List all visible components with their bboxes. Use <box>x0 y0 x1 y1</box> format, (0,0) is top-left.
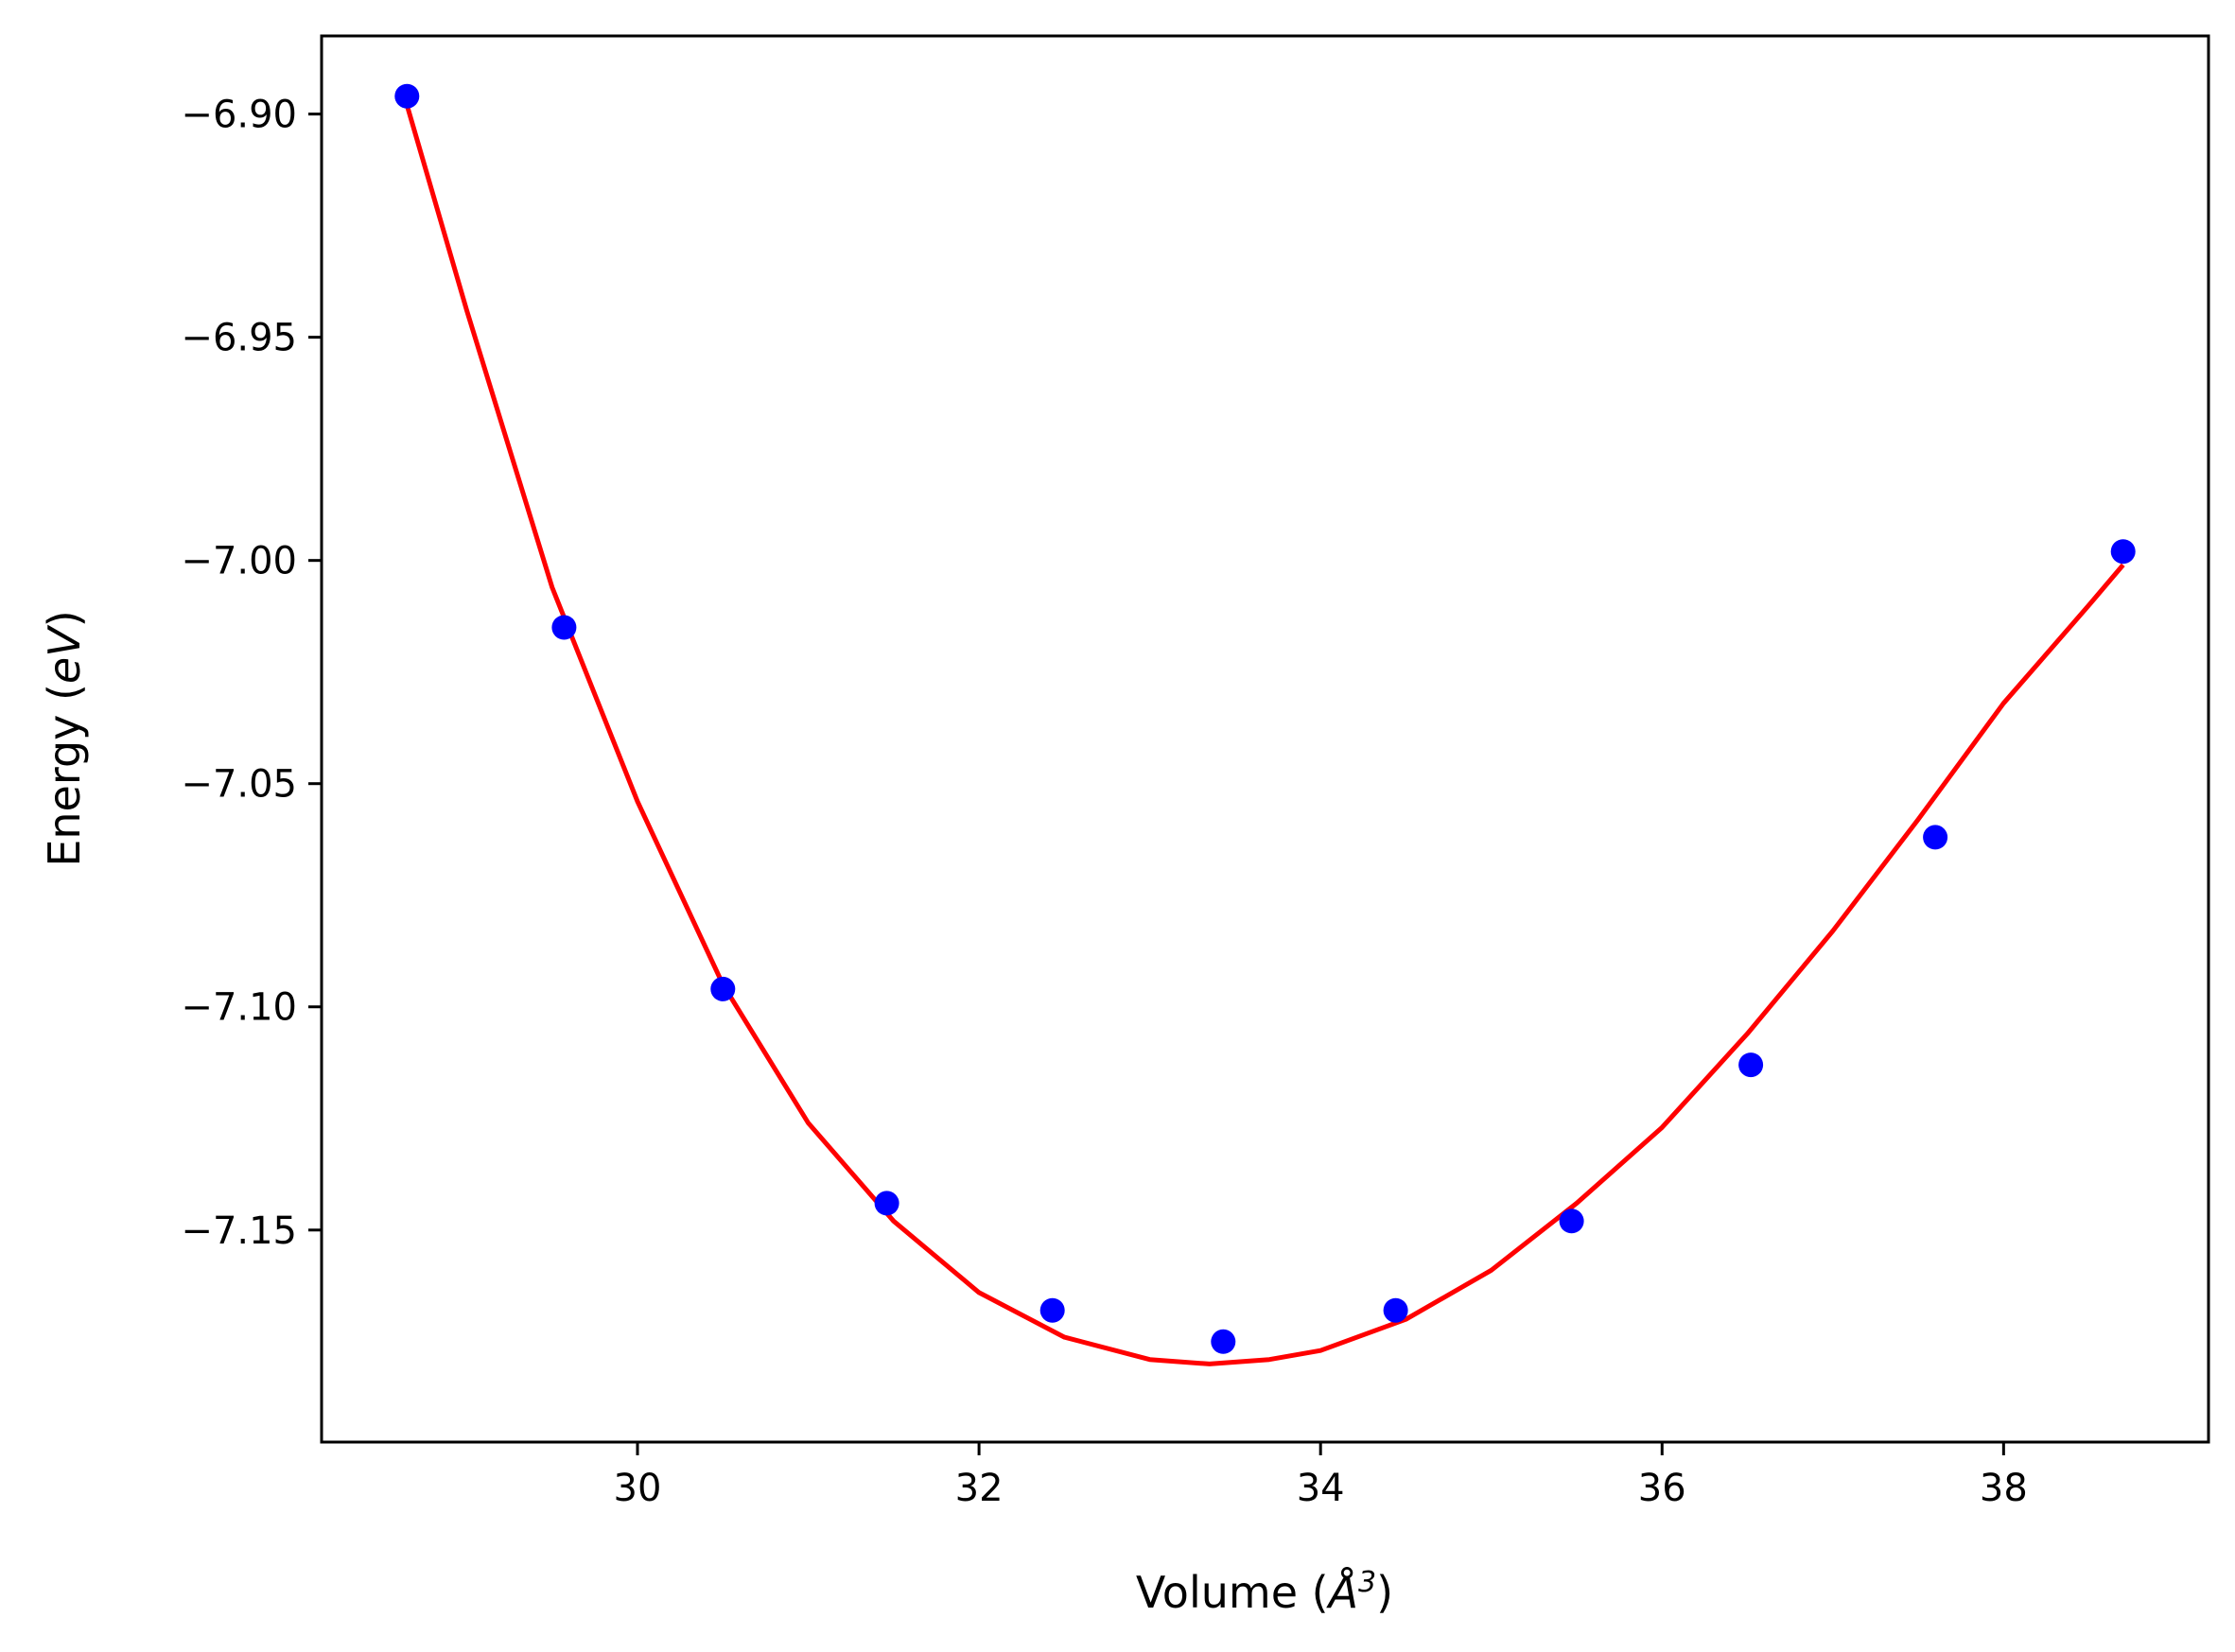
data-point <box>394 83 420 109</box>
data-point <box>1923 825 1948 850</box>
data-point <box>1211 1329 1236 1354</box>
y-tick-label: −7.05 <box>181 763 297 807</box>
y-tick-label: −6.90 <box>181 94 297 137</box>
x-tick-label: 32 <box>955 1467 1004 1510</box>
data-point <box>874 1191 899 1216</box>
x-axis: 30 32 34 36 38 <box>614 1442 2028 1510</box>
data-point <box>1559 1209 1584 1234</box>
data-point <box>551 615 577 640</box>
y-axis-label: Energy (eV) <box>39 610 90 866</box>
y-tick-label: −7.15 <box>181 1209 297 1253</box>
data-point <box>710 976 736 1001</box>
x-tick-label: 34 <box>1297 1467 1345 1510</box>
data-point <box>1738 1052 1764 1078</box>
data-point <box>1039 1297 1065 1323</box>
x-axis-label: Volume (Å3) <box>1136 1566 1393 1619</box>
x-tick-label: 30 <box>614 1467 662 1510</box>
x-tick-label: 36 <box>1638 1467 1686 1510</box>
y-tick-label: −7.00 <box>181 540 297 583</box>
data-point <box>2110 539 2136 565</box>
y-tick-label: −6.95 <box>181 317 297 360</box>
fit-curve <box>404 104 2125 1366</box>
data-point <box>1383 1297 1408 1323</box>
x-tick-label: 38 <box>1980 1467 2028 1510</box>
y-axis: −6.90 −6.95 −7.00 −7.05 −7.10 −7.15 <box>181 94 322 1253</box>
plot-frame <box>320 34 2210 1444</box>
plot-area <box>394 83 2136 1366</box>
y-tick-label: −7.10 <box>181 986 297 1030</box>
